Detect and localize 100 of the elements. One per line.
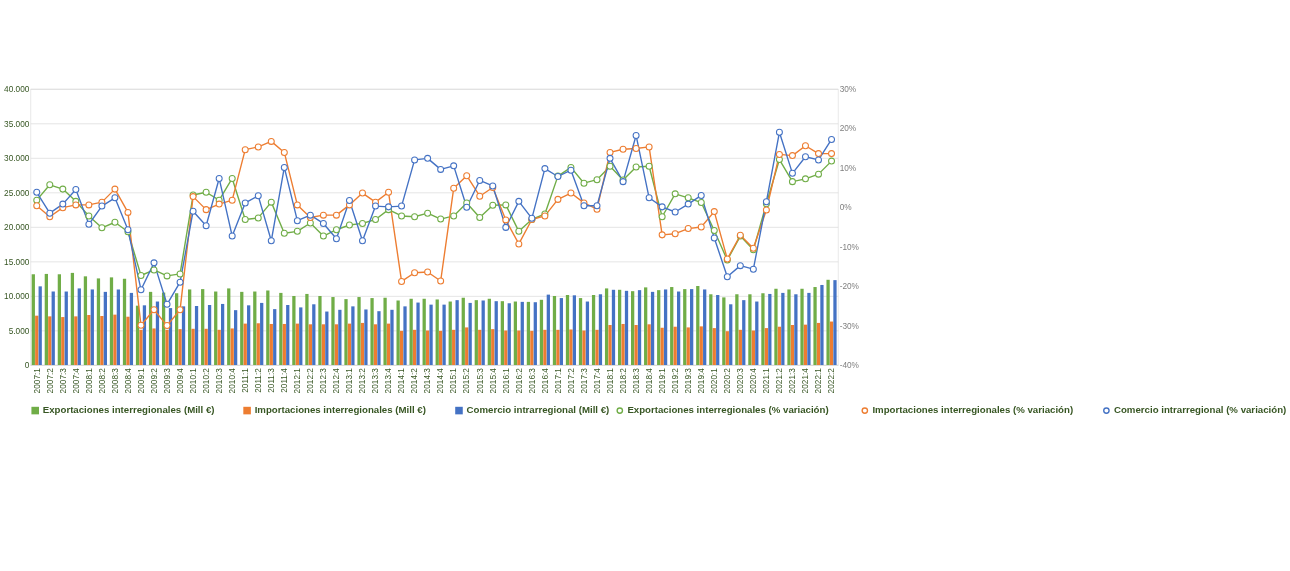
- bar: [74, 316, 78, 366]
- bar: [829, 321, 834, 366]
- bar: [390, 309, 394, 366]
- legend-label: Exportaciones interregionales (Mill €): [42, 404, 215, 416]
- bar: [100, 316, 104, 366]
- bar: [647, 324, 651, 366]
- bar: [305, 293, 309, 366]
- bar: [474, 300, 478, 366]
- bar: [357, 297, 361, 366]
- legend-label: Exportaciones interregionales (% variación): [627, 404, 829, 416]
- bar: [803, 324, 808, 366]
- bar: [399, 330, 404, 366]
- bar: [109, 277, 114, 366]
- bar: [266, 290, 270, 366]
- bar: [129, 292, 134, 366]
- bar: [777, 326, 782, 366]
- bar: [816, 322, 821, 366]
- bar: [377, 311, 381, 366]
- bar: [517, 330, 521, 366]
- bar: [334, 324, 339, 366]
- bar: [204, 328, 208, 366]
- bar: [637, 290, 642, 366]
- bar: [774, 288, 778, 366]
- bar: [755, 301, 759, 366]
- bar: [598, 294, 603, 366]
- bar: [439, 330, 443, 366]
- bar: [207, 304, 212, 366]
- bar: [273, 309, 277, 366]
- bar: [781, 292, 785, 366]
- bar: [292, 296, 296, 366]
- bar: [122, 278, 127, 366]
- bar: [673, 326, 677, 366]
- bar: [429, 304, 433, 366]
- bar: [491, 329, 495, 366]
- bar: [331, 297, 335, 366]
- bar: [735, 294, 739, 366]
- bar: [585, 301, 590, 366]
- bar: [455, 300, 459, 366]
- bar: [800, 288, 804, 366]
- bar: [520, 301, 524, 366]
- bar: [546, 294, 550, 366]
- bar: [422, 298, 426, 366]
- bar: [312, 304, 316, 366]
- bar: [256, 323, 260, 366]
- bar: [116, 289, 121, 366]
- bar: [650, 291, 655, 366]
- bar: [77, 288, 81, 366]
- bar: [761, 293, 765, 366]
- bar: [103, 291, 107, 366]
- bar: [513, 301, 518, 366]
- bar: [96, 278, 101, 366]
- bar: [787, 289, 791, 366]
- bar: [364, 309, 368, 366]
- bar: [494, 301, 498, 366]
- bar: [552, 296, 557, 366]
- bar: [347, 323, 352, 366]
- bar: [660, 327, 664, 366]
- bar: [712, 328, 716, 366]
- bar: [282, 323, 286, 366]
- bar: [559, 298, 563, 366]
- bar: [565, 294, 570, 366]
- bar: [670, 287, 674, 366]
- bar: [318, 296, 322, 366]
- bar: [220, 303, 225, 366]
- bar: [51, 291, 55, 366]
- bar: [709, 294, 713, 366]
- bar: [468, 302, 472, 366]
- bar: [448, 301, 452, 366]
- bar: [742, 300, 746, 366]
- bar: [113, 314, 117, 366]
- bar: [90, 289, 94, 366]
- bar: [764, 328, 769, 366]
- bar: [260, 302, 264, 366]
- bar: [403, 306, 407, 366]
- bar: [591, 294, 596, 366]
- bar: [543, 329, 547, 366]
- bar: [370, 298, 374, 366]
- bar: [833, 280, 837, 366]
- bar: [608, 324, 612, 366]
- bar: [657, 290, 661, 366]
- bar: [634, 324, 638, 366]
- bar: [794, 294, 798, 366]
- bar: [452, 329, 456, 366]
- bar: [631, 291, 635, 366]
- bar: [487, 298, 491, 366]
- bar: [696, 286, 700, 366]
- bar: [191, 328, 195, 366]
- bar: [230, 328, 234, 366]
- bar: [70, 272, 75, 366]
- bar: [716, 294, 720, 366]
- bar: [178, 329, 182, 366]
- bar: [644, 287, 648, 366]
- bar: [725, 331, 729, 366]
- bar: [813, 287, 817, 366]
- bar: [435, 299, 439, 366]
- bar: [526, 301, 531, 366]
- bar: [194, 306, 199, 366]
- bar: [461, 297, 465, 366]
- bar: [269, 323, 273, 366]
- bar: [611, 289, 616, 366]
